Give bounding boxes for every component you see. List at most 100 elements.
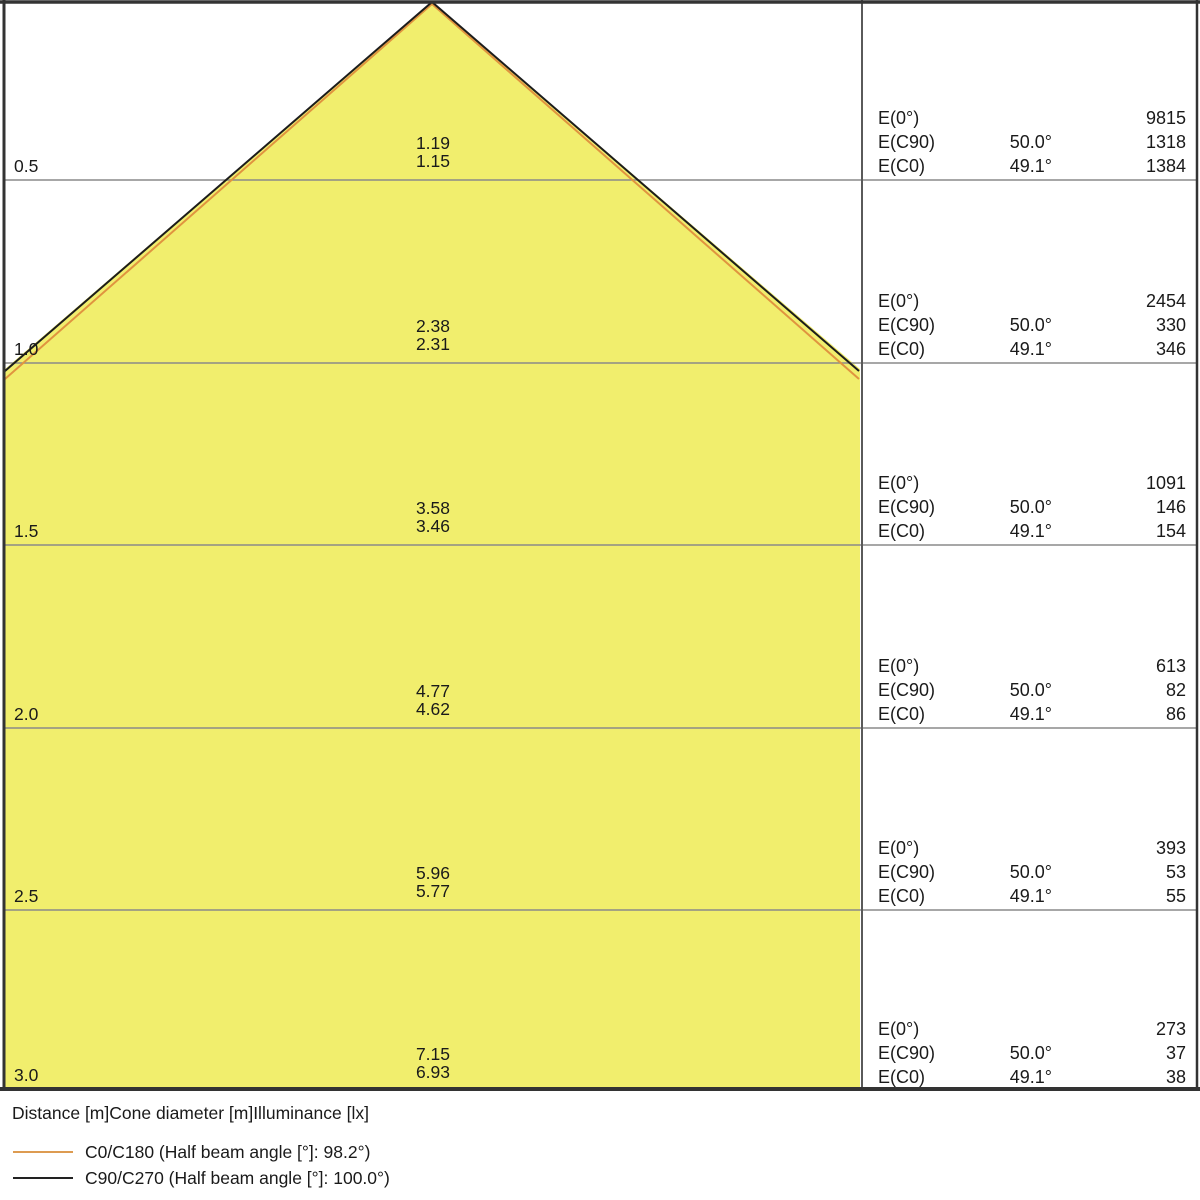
illuminance-cell-2-5m: E(0°) 393 E(C90) 50.0° 53 E(C0) 49.1° 55 bbox=[878, 836, 1186, 908]
e0-label: E(0°) bbox=[878, 291, 920, 311]
ec0-row: E(C0) 49.1° 1384 bbox=[878, 154, 1186, 178]
ec90-row: E(C90) 50.0° 37 bbox=[878, 1041, 1186, 1065]
e0-row: E(0°) 613 bbox=[878, 654, 1186, 678]
distance-label-2-0: 2.0 bbox=[14, 704, 39, 724]
ec90-angle: 50.0° bbox=[1009, 315, 1052, 335]
ec0-angle: 49.1° bbox=[1009, 704, 1052, 724]
illuminance-cell-0-5m: E(0°) 9815 E(C90) 50.0° 1318 E(C0) 49.1°… bbox=[878, 106, 1186, 178]
ec0-value: 38 bbox=[1165, 1067, 1186, 1087]
cone-diameter-c0: 3.46 bbox=[415, 516, 450, 536]
ec0-angle: 49.1° bbox=[1009, 886, 1052, 906]
ec0-label: E(C0) bbox=[878, 156, 926, 176]
light-cone-chart: 0.5 1.0 1.5 2.0 2.5 3.0 1.19 1.15 2.38 2… bbox=[0, 0, 1200, 1091]
illuminance-cell-1-0m: E(0°) 2454 E(C90) 50.0° 330 E(C0) 49.1° … bbox=[878, 289, 1186, 361]
ec90-label: E(C90) bbox=[878, 1043, 936, 1063]
e0-value: 1091 bbox=[1145, 473, 1186, 493]
ec0-value: 86 bbox=[1165, 704, 1186, 724]
ec90-label: E(C90) bbox=[878, 862, 936, 882]
cone-diameter-pair-3-0m: 7.15 6.93 bbox=[322, 1045, 450, 1081]
ec0-angle: 49.1° bbox=[1009, 1067, 1052, 1087]
cone-diameter-c90: 7.15 bbox=[415, 1044, 450, 1064]
ec90-row: E(C90) 50.0° 146 bbox=[878, 495, 1186, 519]
cone-diameter-c0: 2.31 bbox=[415, 334, 450, 354]
cone-diameter-pair-1-5m: 3.58 3.46 bbox=[322, 499, 450, 535]
illuminance-cell-3-0m: E(0°) 273 E(C90) 50.0° 37 E(C0) 49.1° 38 bbox=[878, 1017, 1186, 1089]
ec90-value: 37 bbox=[1165, 1043, 1186, 1063]
ec90-row: E(C90) 50.0° 1318 bbox=[878, 130, 1186, 154]
cone-diameter-pair-2-5m: 5.96 5.77 bbox=[322, 864, 450, 900]
c90-line-swatch bbox=[13, 1177, 73, 1179]
e0-label: E(0°) bbox=[878, 108, 920, 128]
cone-diameter-c90: 3.58 bbox=[415, 498, 450, 518]
legend-label-c0: C0/C180 (Half beam angle [°]: 98.2°) bbox=[85, 1141, 371, 1162]
e0-row: E(0°) 1091 bbox=[878, 471, 1186, 495]
cone-diagram-canvas bbox=[0, 0, 1200, 1091]
e0-row: E(0°) 273 bbox=[878, 1017, 1186, 1041]
cone-edge-c0-right bbox=[431, 3, 860, 380]
cone-diameter-c0: 4.62 bbox=[415, 699, 450, 719]
distance-label-1-0: 1.0 bbox=[14, 339, 39, 359]
cone-diameter-c90: 1.19 bbox=[415, 133, 450, 153]
ec0-row: E(C0) 49.1° 55 bbox=[878, 884, 1186, 908]
e0-value: 393 bbox=[1155, 838, 1186, 858]
ec90-value: 146 bbox=[1155, 497, 1186, 517]
ec0-value: 346 bbox=[1155, 339, 1186, 359]
ec90-value: 53 bbox=[1165, 862, 1186, 882]
legend-item-c90-c270: C90/C270 (Half beam angle [°]: 100.0°) bbox=[0, 1165, 700, 1191]
ec90-angle: 50.0° bbox=[1009, 497, 1052, 517]
ec90-angle: 50.0° bbox=[1009, 1043, 1052, 1063]
ec0-row: E(C0) 49.1° 346 bbox=[878, 337, 1186, 361]
e0-value: 9815 bbox=[1145, 108, 1186, 128]
ec0-label: E(C0) bbox=[878, 521, 926, 541]
ec0-label: E(C0) bbox=[878, 704, 926, 724]
distance-label-0-5: 0.5 bbox=[14, 156, 39, 176]
illuminance-cell-1-5m: E(0°) 1091 E(C90) 50.0° 146 E(C0) 49.1° … bbox=[878, 471, 1186, 543]
ec0-angle: 49.1° bbox=[1009, 339, 1052, 359]
ec90-label: E(C90) bbox=[878, 315, 936, 335]
e0-row: E(0°) 9815 bbox=[878, 106, 1186, 130]
legend: C0/C180 (Half beam angle [°]: 98.2°) C90… bbox=[0, 1139, 700, 1191]
cone-edge-c90-right bbox=[431, 1, 860, 372]
ec0-value: 154 bbox=[1155, 521, 1186, 541]
ec90-angle: 50.0° bbox=[1009, 132, 1052, 152]
e0-value: 273 bbox=[1155, 1019, 1186, 1039]
distance-label-3-0: 3.0 bbox=[14, 1065, 39, 1085]
cone-diameter-pair-0-5m: 1.19 1.15 bbox=[322, 134, 450, 170]
e0-label: E(0°) bbox=[878, 656, 920, 676]
ec90-value: 82 bbox=[1165, 680, 1186, 700]
axis-caption: Distance [m]Cone diameter [m]Illuminance… bbox=[12, 1103, 369, 1123]
e0-value: 2454 bbox=[1145, 291, 1186, 311]
ec90-row: E(C90) 50.0° 53 bbox=[878, 860, 1186, 884]
ec0-angle: 49.1° bbox=[1009, 521, 1052, 541]
cone-diameter-c90: 2.38 bbox=[415, 316, 450, 336]
ec0-label: E(C0) bbox=[878, 339, 926, 359]
cone-diameter-pair-1-0m: 2.38 2.31 bbox=[322, 317, 450, 353]
ec90-label: E(C90) bbox=[878, 132, 936, 152]
e0-label: E(0°) bbox=[878, 1019, 920, 1039]
cone-diameter-c0: 5.77 bbox=[415, 881, 450, 901]
ec90-value: 330 bbox=[1155, 315, 1186, 335]
legend-item-c0-c180: C0/C180 (Half beam angle [°]: 98.2°) bbox=[0, 1139, 700, 1165]
cone-diameter-pair-2-0m: 4.77 4.62 bbox=[322, 682, 450, 718]
e0-row: E(0°) 2454 bbox=[878, 289, 1186, 313]
ec0-angle: 49.1° bbox=[1009, 156, 1052, 176]
illuminance-cell-2-0m: E(0°) 613 E(C90) 50.0° 82 E(C0) 49.1° 86 bbox=[878, 654, 1186, 726]
ec0-row: E(C0) 49.1° 86 bbox=[878, 702, 1186, 726]
cone-edge-c90-left bbox=[4, 1, 433, 372]
ec90-row: E(C90) 50.0° 82 bbox=[878, 678, 1186, 702]
cone-diameter-c90: 4.77 bbox=[415, 681, 450, 701]
ec90-value: 1318 bbox=[1145, 132, 1186, 152]
e0-label: E(0°) bbox=[878, 838, 920, 858]
e0-row: E(0°) 393 bbox=[878, 836, 1186, 860]
e0-label: E(0°) bbox=[878, 473, 920, 493]
legend-label-c90: C90/C270 (Half beam angle [°]: 100.0°) bbox=[85, 1167, 390, 1188]
c0-line-swatch bbox=[13, 1151, 73, 1153]
ec0-value: 55 bbox=[1165, 886, 1186, 906]
ec90-angle: 50.0° bbox=[1009, 862, 1052, 882]
distance-label-1-5: 1.5 bbox=[14, 521, 39, 541]
ec0-label: E(C0) bbox=[878, 886, 926, 906]
cone-edge-c0-left bbox=[4, 3, 433, 380]
distance-label-2-5: 2.5 bbox=[14, 886, 39, 906]
cone-diameter-c90: 5.96 bbox=[415, 863, 450, 883]
